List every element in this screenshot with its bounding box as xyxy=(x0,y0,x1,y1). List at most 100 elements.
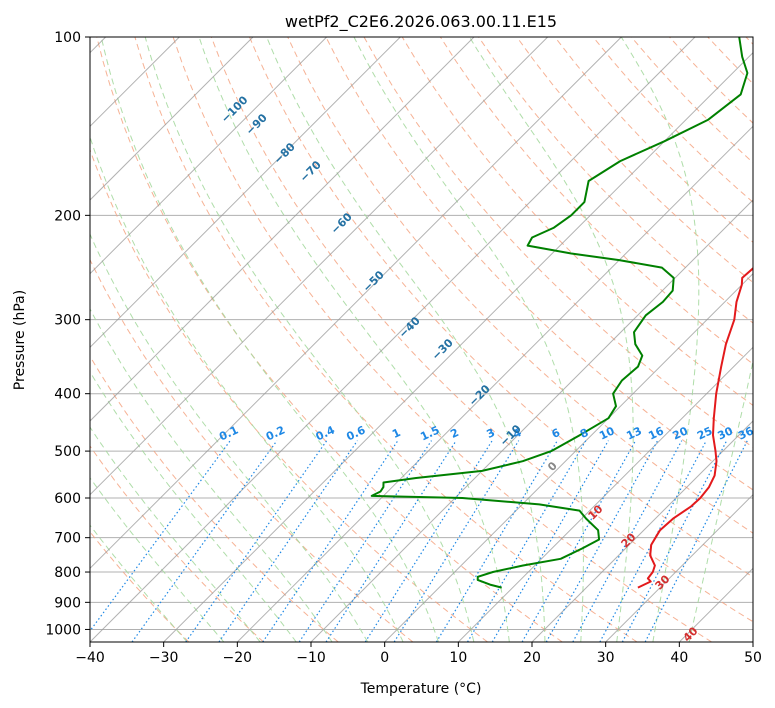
temperature-profile xyxy=(637,267,753,589)
y-tick-label: 500 xyxy=(54,444,81,460)
moist-adiabat xyxy=(90,135,404,642)
isotherm-line xyxy=(90,37,475,422)
mixing-ratio-line xyxy=(521,440,637,642)
y-tick-label: 600 xyxy=(54,491,81,507)
mixing-ratio-label: 1 xyxy=(390,426,402,441)
moist-adiabat xyxy=(90,308,333,642)
dry-adiabat xyxy=(287,37,753,534)
moist-adiabat xyxy=(100,37,439,642)
mixing-ratio-label: 0.6 xyxy=(344,423,367,443)
dry-adiabat xyxy=(516,37,753,284)
moist-adiabat xyxy=(90,476,225,642)
adiabat-label: 30 xyxy=(653,572,673,592)
chart-title: wetPf2_C2E6.2026.063.00.11.E15 xyxy=(285,12,557,32)
mixing-ratio-line xyxy=(185,440,328,642)
moist-adiabat xyxy=(266,37,546,642)
moist-adiabat xyxy=(469,37,634,642)
moist-adiabat xyxy=(90,524,188,642)
moist-adiabat xyxy=(144,37,475,642)
x-tick-label: 50 xyxy=(744,650,762,666)
y-tick-label: 800 xyxy=(54,565,81,581)
mixing-ratio-line xyxy=(393,440,520,642)
moist-adiabat xyxy=(90,426,261,642)
adiabat-label: −90 xyxy=(243,111,270,138)
x-tick-label: 40 xyxy=(670,650,688,666)
dewpoint-profile xyxy=(370,37,749,589)
dry-adiabat xyxy=(249,37,753,578)
dry-adiabat xyxy=(439,37,753,365)
isotherm-line xyxy=(752,641,753,642)
y-tick-label: 100 xyxy=(54,30,81,46)
mixing-ratio-line xyxy=(621,440,728,642)
dry-adiabat xyxy=(707,37,753,85)
dry-adiabat xyxy=(210,37,753,623)
mixing-ratio-label: 25 xyxy=(695,424,714,442)
mixing-ratio-line xyxy=(218,440,358,642)
isotherm-line xyxy=(90,37,622,570)
dry-adiabat xyxy=(96,37,563,642)
mixing-ratio-line xyxy=(90,440,231,632)
dry-adiabat xyxy=(90,148,488,642)
moist-adiabat xyxy=(198,37,510,642)
moist-adiabat xyxy=(90,232,369,642)
moist-adiabat xyxy=(688,358,753,642)
mixing-ratio-line xyxy=(466,440,587,642)
mixing-ratio-label: 10 xyxy=(597,424,617,442)
x-axis-title: Temperature (°C) xyxy=(360,681,482,697)
mixing-ratio-label: 0.1 xyxy=(217,423,240,443)
dry-adiabat xyxy=(554,37,753,243)
adiabat-label: −20 xyxy=(466,382,493,409)
mixing-ratio-label: 20 xyxy=(671,424,691,442)
mixing-ratio-label: 36 xyxy=(736,424,756,442)
dry-adiabat xyxy=(90,355,339,642)
adiabat-label: −80 xyxy=(271,140,298,167)
mixing-ratio-label: 30 xyxy=(716,424,736,442)
x-tick-label: 0 xyxy=(380,650,389,666)
mixing-ratio-label: 13 xyxy=(624,424,643,442)
dry-adiabat xyxy=(669,37,753,124)
dry-adiabat xyxy=(90,445,264,642)
mixing-ratio-label: 6 xyxy=(550,426,563,441)
adiabat-label: −40 xyxy=(396,314,423,341)
x-tick-label: −40 xyxy=(75,650,105,666)
x-tick-label: 10 xyxy=(449,650,467,666)
y-tick-label: 400 xyxy=(54,387,81,403)
isotherm-line xyxy=(236,125,753,642)
adiabat-label: 20 xyxy=(619,530,639,550)
plot-frame xyxy=(89,36,754,643)
moist-adiabat xyxy=(353,37,584,642)
background-lines xyxy=(90,37,753,642)
adiabat-label: −100 xyxy=(219,93,251,125)
x-tick-label: 30 xyxy=(597,650,615,666)
dry-adiabat xyxy=(90,258,414,642)
isotherm-line xyxy=(163,51,753,642)
x-tick-label: 20 xyxy=(523,650,541,666)
isotherm-line xyxy=(90,37,401,349)
isotherm-line xyxy=(90,37,328,275)
isotherm-line xyxy=(384,272,753,642)
dry-adiabat xyxy=(90,531,190,642)
x-axis: −40 −30 −20 −10 0 10 20 30 40 50 xyxy=(75,642,762,666)
y-tick-label: 1000 xyxy=(45,622,81,638)
isotherm-line xyxy=(457,346,753,642)
x-tick-label: −20 xyxy=(223,650,253,666)
adiabat-label: 0 xyxy=(545,459,560,474)
mixing-ratio-label: 0.4 xyxy=(314,423,337,443)
mixing-ratio-label: 16 xyxy=(646,424,666,442)
adiabat-label: −30 xyxy=(429,336,456,363)
y-tick-label: 700 xyxy=(54,531,81,547)
mixing-ratio-line xyxy=(491,440,609,642)
mixing-ratio-line xyxy=(435,440,558,642)
mixing-ratio-line xyxy=(262,440,399,642)
mixing-ratio-label: 0.2 xyxy=(264,423,287,443)
mixing-ratio-line xyxy=(364,440,493,642)
dry-adiabat xyxy=(325,37,753,491)
x-tick-label: −30 xyxy=(149,650,179,666)
dry-adiabat xyxy=(592,37,753,203)
isotherm-line xyxy=(605,493,753,642)
isotherm-line xyxy=(90,37,254,201)
moist-adiabat xyxy=(620,37,700,642)
isotherm-line xyxy=(90,37,549,496)
